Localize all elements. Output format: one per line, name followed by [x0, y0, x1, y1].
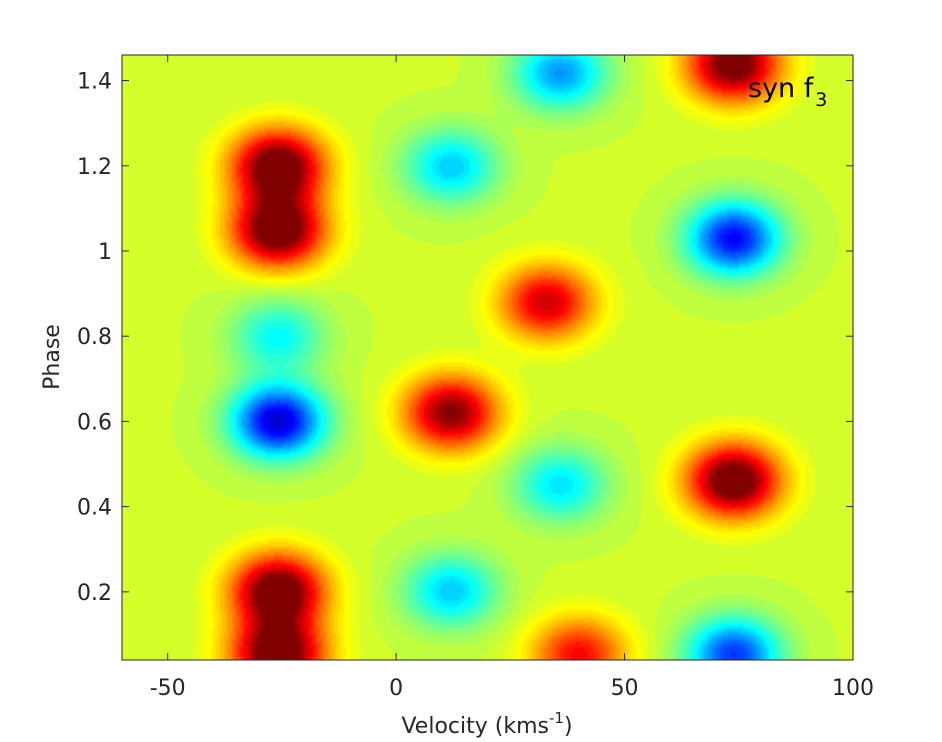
annotation-main: syn f: [748, 73, 815, 104]
y-tick-label: 1.2: [77, 155, 112, 180]
x-axis-label-main: Velocity (kms: [401, 714, 549, 739]
annotation-sub: 3: [815, 89, 827, 111]
x-tick-label: 50: [611, 676, 639, 701]
y-tick-label: 0.2: [77, 581, 112, 606]
heatmap-image: [122, 55, 853, 660]
y-axis-label: Phase: [40, 324, 65, 390]
x-tick-label: -50: [150, 676, 186, 701]
plot-frame: [121, 54, 854, 661]
y-tick-label: 0.6: [77, 410, 112, 435]
y-tick-label: 1: [98, 240, 112, 265]
x-axis-label: Velocity (kms-1): [401, 709, 572, 739]
heatmap: [122, 55, 853, 660]
x-tick-label: 100: [832, 676, 874, 701]
y-tick-label: 0.8: [77, 325, 112, 350]
x-axis-label-end: ): [564, 714, 573, 739]
y-axis: 0.2 0.4 0.6 0.8 1 1.2 1.4: [77, 70, 853, 606]
y-tick-label: 1.4: [77, 70, 112, 95]
x-axis: -50 0 50 100: [150, 55, 874, 701]
y-tick-label: 0.4: [77, 496, 112, 521]
x-axis-label-sup: -1: [549, 709, 564, 727]
x-tick-label: 0: [389, 676, 403, 701]
